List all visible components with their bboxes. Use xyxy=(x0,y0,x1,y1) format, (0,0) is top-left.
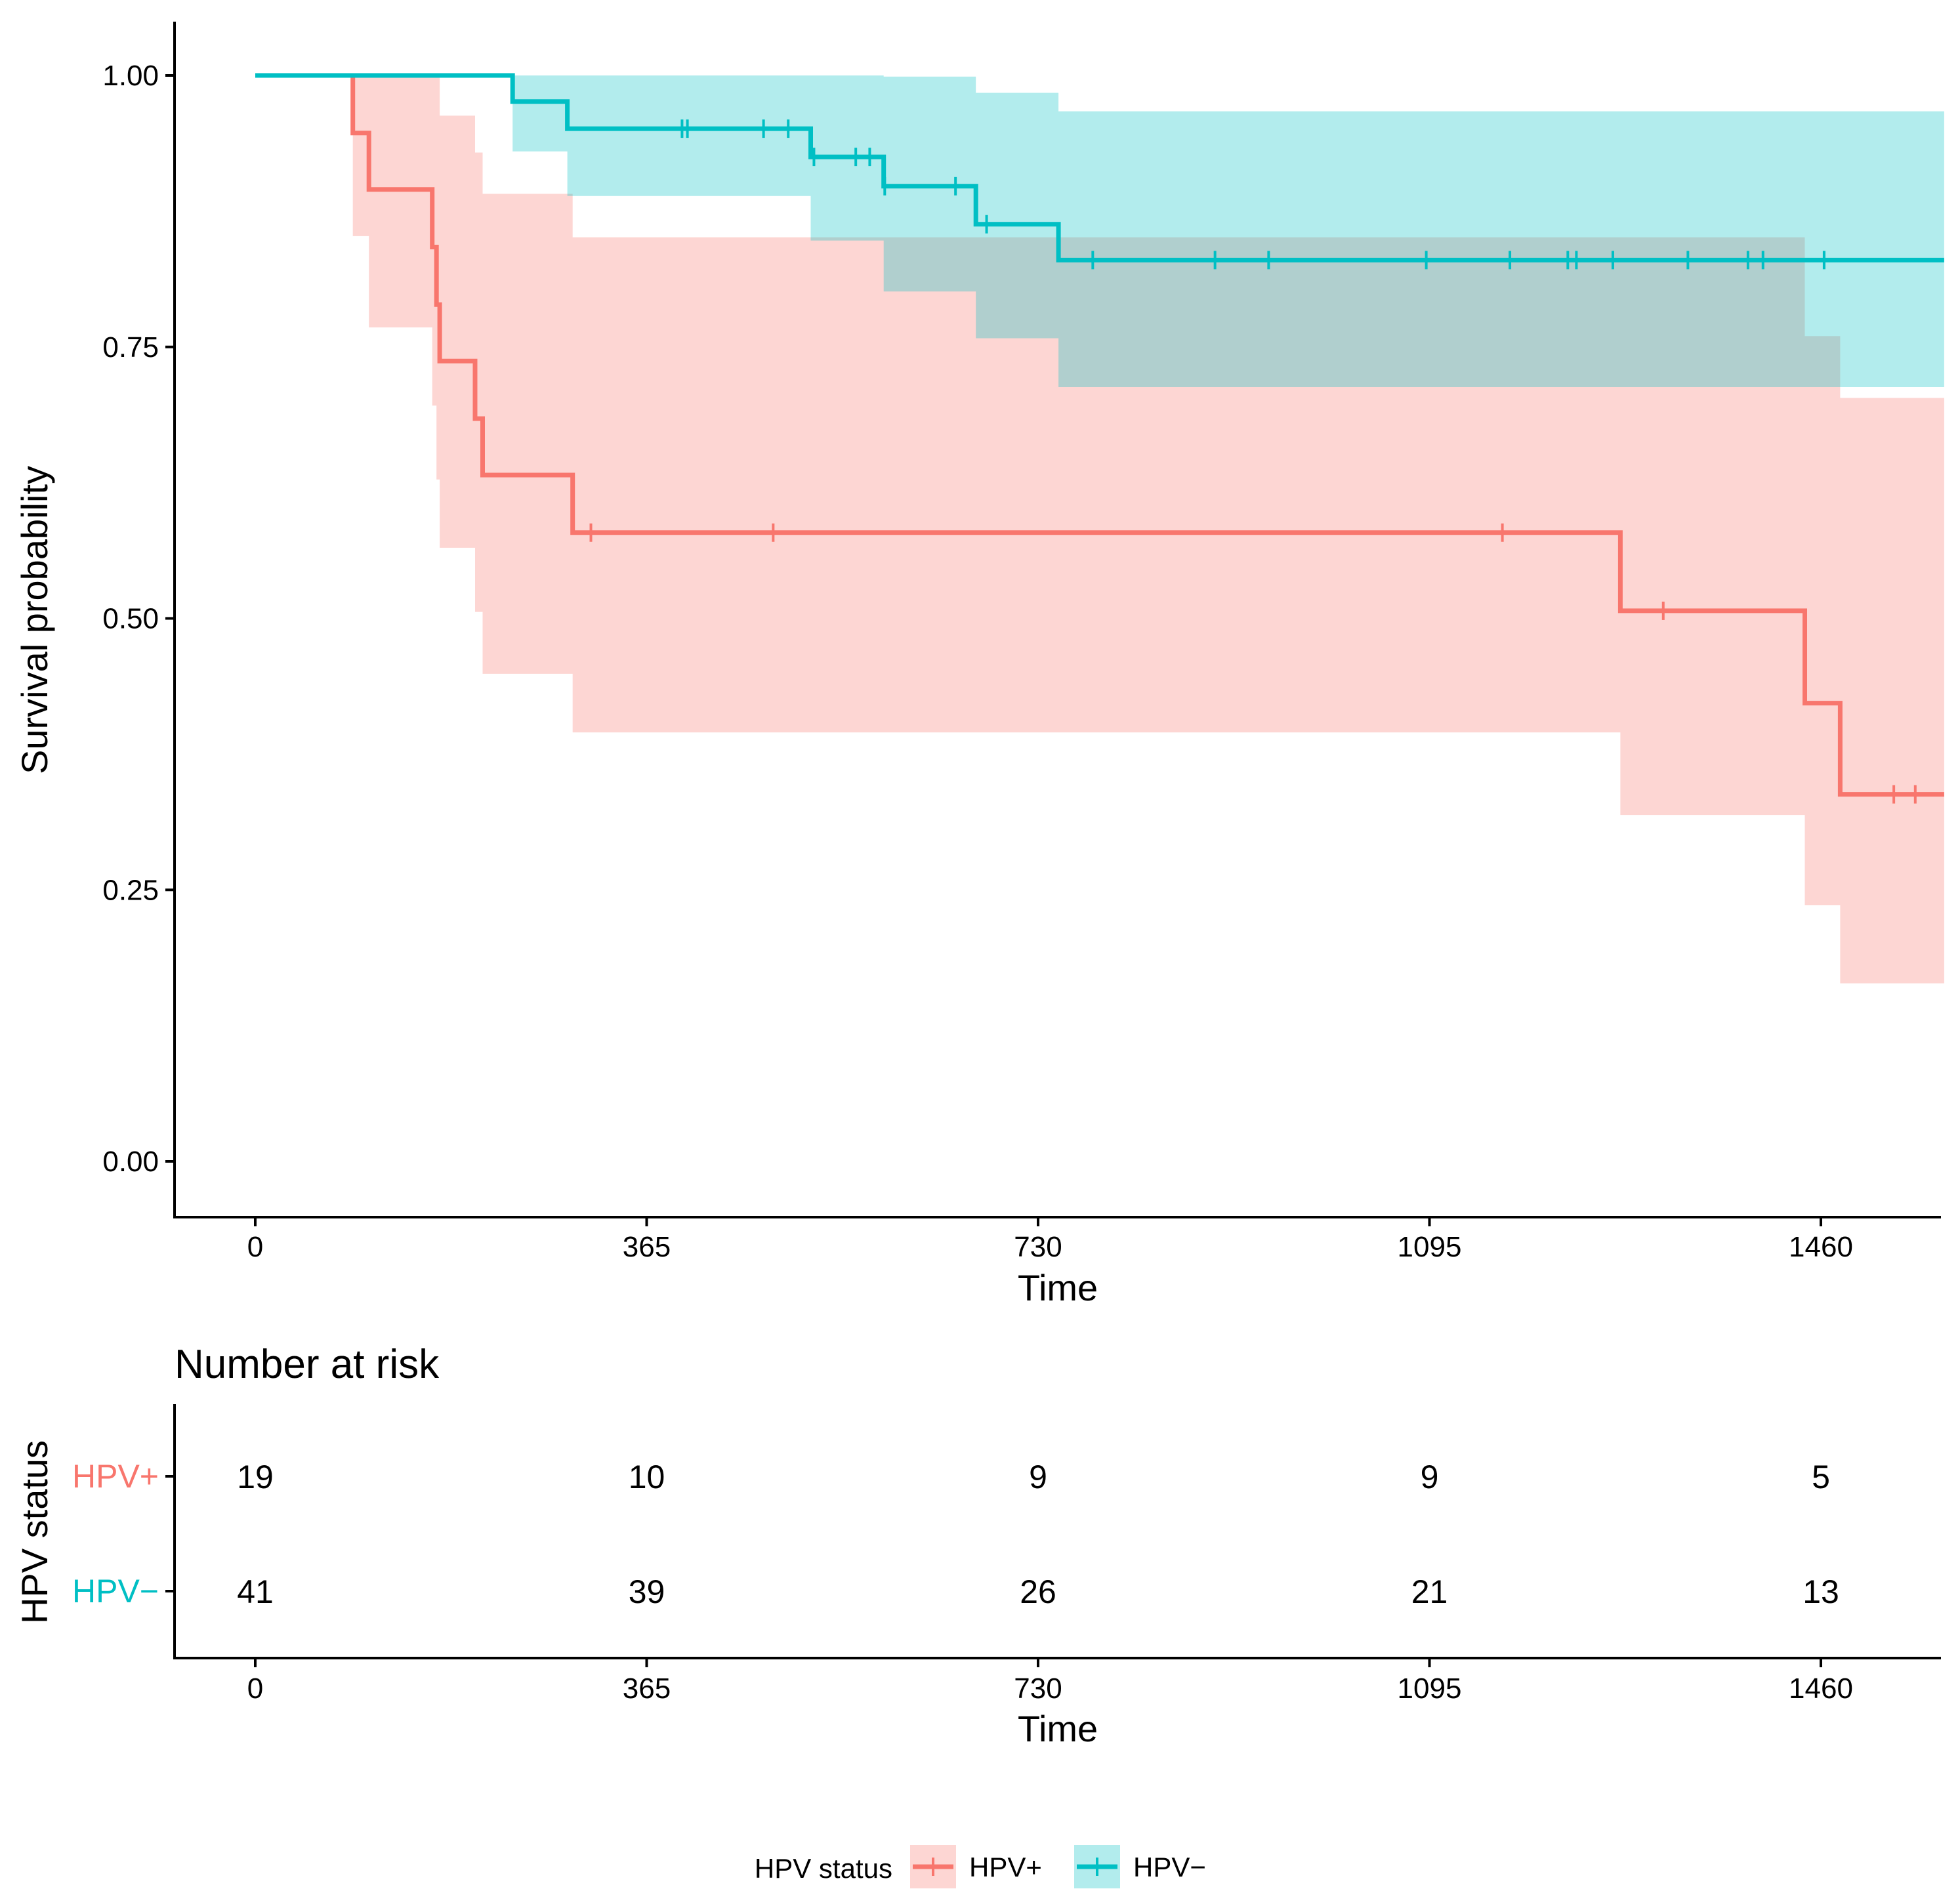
risk-row-label-hpv-pos: HPV+ xyxy=(72,1458,159,1495)
survival-curves xyxy=(255,73,1944,797)
legend-entry-hpv-pos: HPV+ xyxy=(910,1845,1042,1888)
risk-count-hpv-pos: 19 xyxy=(237,1459,274,1495)
risk-x-tick-label: 365 xyxy=(623,1673,671,1705)
risk-table-panel: Number at risk HPV+ 19 10 9 9 5 HPV− 41 39 26 21 13… xyxy=(14,1342,1941,1749)
risk-x-tick-label: 1460 xyxy=(1789,1673,1853,1705)
hpv-pos-confidence-band xyxy=(255,75,1944,984)
risk-table-title: Number at risk xyxy=(175,1342,440,1387)
legend-label-hpv-neg: HPV− xyxy=(1133,1852,1206,1882)
risk-count-hpv-neg: 39 xyxy=(629,1573,665,1610)
risk-count-hpv-neg: 13 xyxy=(1803,1573,1839,1610)
risk-count-hpv-neg: 21 xyxy=(1411,1573,1448,1610)
risk-count-hpv-pos: 9 xyxy=(1029,1459,1047,1495)
legend-title: HPV status xyxy=(755,1853,892,1884)
y-tick-label: 0.75 xyxy=(102,331,159,364)
hpv-neg-confidence-band xyxy=(255,75,1944,387)
x-tick-label: 1460 xyxy=(1789,1231,1853,1263)
hpv-neg-survival-curve xyxy=(255,73,1944,262)
risk-count-hpv-pos: 5 xyxy=(1812,1459,1830,1495)
y-tick-label: 1.00 xyxy=(102,60,159,92)
x-axis-title: Time xyxy=(1018,1267,1098,1308)
x-axis-ticks: 0 365 730 1095 1460 xyxy=(247,1217,1853,1263)
risk-x-axis-title: Time xyxy=(1018,1708,1098,1749)
x-tick-label: 1095 xyxy=(1398,1231,1462,1263)
risk-x-tick-label: 0 xyxy=(247,1673,263,1705)
y-axis-title: Survival probability xyxy=(14,466,55,774)
risk-row-label-hpv-neg: HPV− xyxy=(72,1573,159,1610)
y-tick-label: 0.25 xyxy=(102,874,159,906)
risk-count-hpv-pos: 10 xyxy=(629,1459,665,1495)
risk-count-hpv-neg: 41 xyxy=(237,1573,274,1610)
x-tick-label: 730 xyxy=(1014,1231,1062,1263)
hpv-pos-survival-curve xyxy=(255,73,1944,797)
y-tick-label: 0.50 xyxy=(102,603,159,635)
legend-entries: HPV+ HPV− xyxy=(910,1845,1206,1888)
censor-marks xyxy=(589,119,1917,804)
risk-count-hpv-pos: 9 xyxy=(1421,1459,1439,1495)
risk-x-axis-ticks: 0 365 730 1095 1460 xyxy=(247,1658,1853,1705)
risk-y-axis-title: HPV status xyxy=(14,1440,55,1624)
legend-entry-hpv-neg: HPV− xyxy=(1074,1845,1206,1888)
risk-count-hpv-neg: 26 xyxy=(1020,1573,1056,1610)
y-tick-label: 0.00 xyxy=(102,1146,159,1178)
x-tick-label: 0 xyxy=(247,1231,263,1263)
km-plot-panel: 0.00 0.25 0.50 0.75 1.00 0 365 730 1095 1460 Tim… xyxy=(14,22,1944,1308)
legend: HPV status HPV+ HPV− xyxy=(755,1845,1206,1888)
confidence-bands xyxy=(255,75,1944,984)
y-axis-ticks: 0.00 0.25 0.50 0.75 1.00 xyxy=(102,60,175,1178)
x-tick-label: 365 xyxy=(623,1231,671,1263)
legend-label-hpv-pos: HPV+ xyxy=(969,1852,1042,1882)
risk-table-rows: HPV+ 19 10 9 9 5 HPV− 41 39 26 21 13 xyxy=(72,1458,1839,1610)
risk-x-tick-label: 730 xyxy=(1014,1673,1062,1705)
risk-x-tick-label: 1095 xyxy=(1398,1673,1462,1705)
